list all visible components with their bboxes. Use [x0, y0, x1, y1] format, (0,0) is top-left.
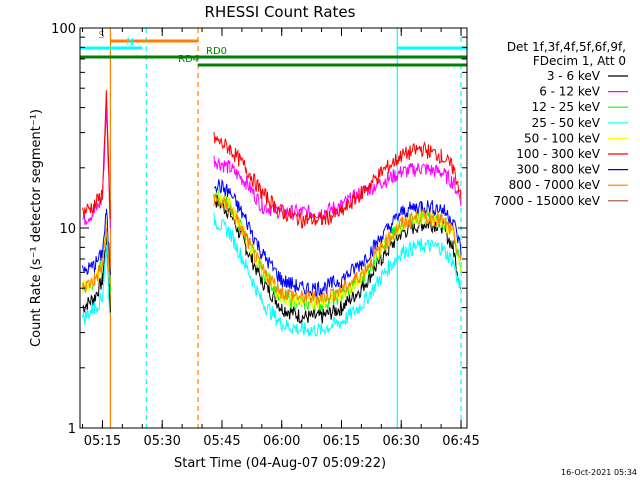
legend-entry-8: 7000 - 15000 keV: [493, 194, 600, 208]
x-tick-label-4: 06:15: [323, 434, 360, 449]
annotation-label-3: RD0: [206, 46, 227, 57]
annotation-label-0: S: [98, 30, 104, 41]
x-axis: 05:15 05:30 05:45 06:00 06:15 06:30 06:45: [82, 28, 480, 449]
legend: Det 1f,3f,4f,5f,6f,9f,FDecim 1, Att 03 -…: [493, 40, 628, 208]
x-axis-label: Start Time (04-Aug-07 05:09:22): [174, 456, 386, 471]
y-tick-label-2: 100: [51, 22, 76, 37]
legend-entry-6: 300 - 800 keV: [516, 163, 600, 177]
annotation-label-1: N: [126, 37, 133, 48]
y-tick-label-0: 1: [68, 422, 76, 437]
series-line-3-1: [213, 212, 462, 337]
series-line-1-0: [82, 103, 111, 229]
x-tick-label-3: 06:00: [263, 434, 300, 449]
legend-entry-0: 3 - 6 keV: [547, 69, 601, 83]
legend-header-1: FDecim 1, Att 0: [533, 54, 626, 68]
series-line-4-0: [82, 222, 111, 295]
x-tick-label-0: 05:15: [84, 434, 121, 449]
series-line-5-0: [82, 90, 111, 220]
x-tick-label-1: 05:30: [143, 434, 180, 449]
series-line-0-0: [82, 229, 111, 314]
series-line-7-0: [82, 227, 111, 293]
series-line-6-1: [213, 178, 462, 298]
legend-header-0: Det 1f,3f,4f,5f,6f,9f,: [507, 40, 626, 54]
series-line-4-1: [213, 187, 462, 310]
series-line-5-1: [213, 131, 462, 229]
x-tick-label-2: 05:45: [203, 434, 240, 449]
legend-entry-4: 50 - 100 keV: [524, 131, 601, 145]
legend-entry-7: 800 - 7000 keV: [509, 178, 601, 192]
series-line-3-0: [82, 244, 111, 325]
plot-frame: [79, 27, 468, 429]
y-axis-label: Count Rate (s⁻¹ detector segment⁻¹): [29, 109, 44, 347]
legend-entry-1: 6 - 12 keV: [539, 85, 601, 99]
annotation-label-4: RD4: [178, 54, 199, 65]
y-axis: 1 10 100: [51, 22, 467, 437]
footer-timestamp: 16-Oct-2021 05:34: [561, 468, 637, 477]
x-tick-label-6: 06:45: [442, 434, 479, 449]
series-line-7-1: [213, 193, 462, 306]
legend-entry-5: 100 - 300 keV: [516, 147, 600, 161]
chart-title: RHESSI Count Rates: [205, 3, 356, 21]
y-tick-label-1: 10: [59, 222, 76, 237]
series-line-1-1: [213, 155, 462, 221]
legend-entry-2: 12 - 25 keV: [532, 100, 601, 114]
x-tick-label-5: 06:30: [383, 434, 420, 449]
series-line-6-0: [82, 208, 111, 276]
legend-entry-3: 25 - 50 keV: [532, 116, 601, 130]
plot-area: S N RD0 RD4: [80, 28, 467, 428]
